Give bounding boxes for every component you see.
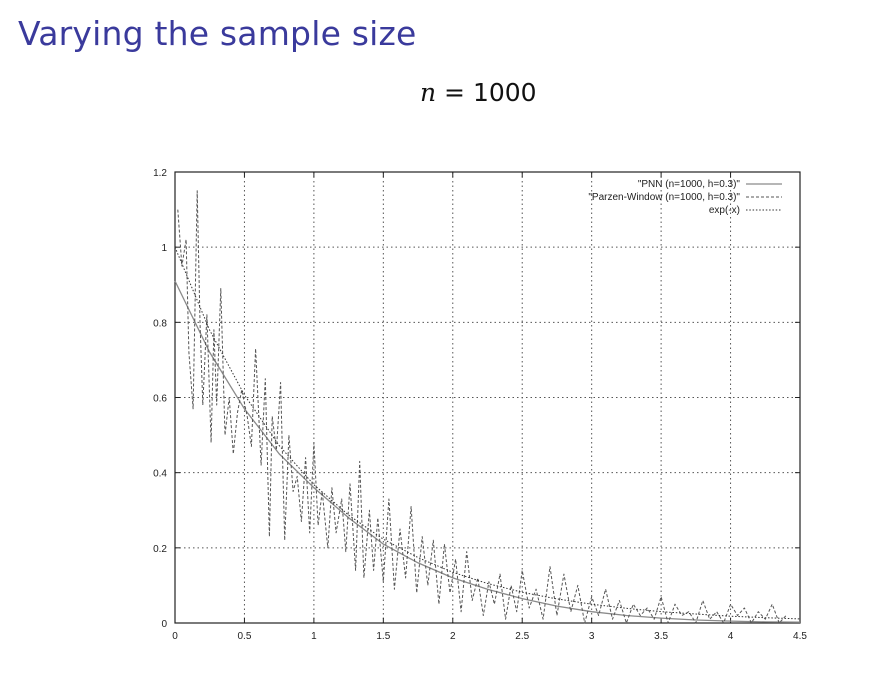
- y-tick-label: 0: [161, 619, 167, 630]
- legend-label: exp(-x): [709, 205, 740, 216]
- series-line-2: [177, 190, 787, 624]
- x-tick-label: 3.5: [654, 631, 668, 642]
- legend: "PNN (n=1000, h=0.3)" "Parzen-Window (n=1…: [588, 179, 782, 216]
- grid-lines: [175, 172, 800, 623]
- x-tick-label: 2.5: [515, 631, 529, 642]
- legend-label: "Parzen-Window (n=1000, h=0.3)": [588, 192, 740, 203]
- x-tick-label: 4.5: [793, 631, 807, 642]
- x-tick-label: 2: [450, 631, 456, 642]
- x-tick-label: 0: [172, 631, 178, 642]
- series-line-3: [174, 247, 801, 620]
- axis-ticks: 0 0.5 1 1.5 2 2.5 3 3.5 4 4.5 0 0.2 0.4 0.6 0.8 1 1.2: [153, 168, 807, 642]
- y-tick-label: 1: [161, 243, 167, 254]
- series-lines: [174, 190, 801, 624]
- subtitle-value: = 1000: [436, 78, 537, 107]
- x-tick-label: 3: [589, 631, 595, 642]
- x-tick-label: 0.5: [237, 631, 251, 642]
- x-tick-label: 1: [311, 631, 317, 642]
- slide-subtitle: n = 1000: [420, 78, 537, 107]
- slide-title: Varying the sample size: [18, 14, 417, 53]
- y-tick-label: 0.2: [153, 544, 167, 555]
- y-tick-label: 0.4: [153, 469, 167, 480]
- x-tick-label: 4: [728, 631, 734, 642]
- y-tick-label: 0.6: [153, 394, 167, 405]
- x-tick-label: 1.5: [376, 631, 390, 642]
- series-line-1: [174, 280, 801, 623]
- subtitle-variable: n: [420, 78, 437, 107]
- legend-label: "PNN (n=1000, h=0.3)": [638, 179, 741, 190]
- y-tick-label: 0.8: [153, 318, 167, 329]
- y-tick-label: 1.2: [153, 168, 167, 179]
